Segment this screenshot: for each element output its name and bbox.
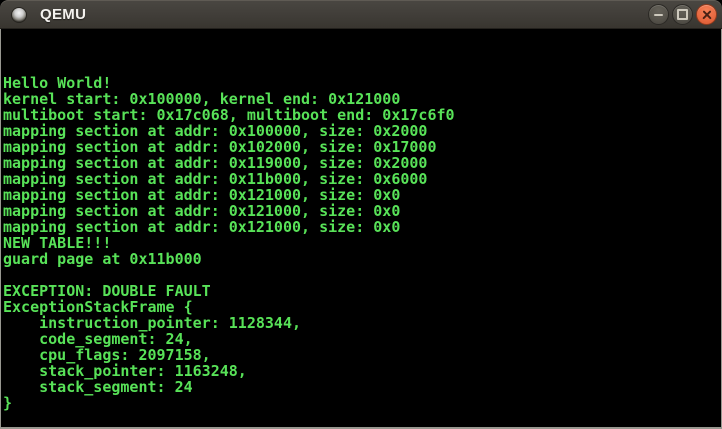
close-icon bbox=[701, 9, 712, 20]
terminal-line: mapping section at addr: 0x100000, size:… bbox=[3, 122, 428, 140]
terminal-line: code_segment: 24, bbox=[3, 330, 193, 348]
terminal-line: } bbox=[3, 394, 13, 412]
maximize-icon bbox=[677, 9, 688, 20]
terminal-line: mapping section at addr: 0x11b000, size:… bbox=[3, 170, 428, 188]
window-controls bbox=[648, 0, 717, 29]
window-title: QEMU bbox=[40, 6, 87, 23]
terminal-line: instruction_pointer: 1128344, bbox=[3, 314, 302, 332]
terminal-line: mapping section at addr: 0x121000, size:… bbox=[3, 218, 401, 236]
terminal-line bbox=[3, 267, 721, 283]
terminal-line: cpu_flags: 2097158, bbox=[3, 346, 211, 364]
terminal-output: Hello World! kernel start: 0x100000, kern… bbox=[1, 29, 721, 411]
minimize-button[interactable] bbox=[648, 4, 669, 25]
qemu-display[interactable]: Hello World! kernel start: 0x100000, kern… bbox=[0, 29, 722, 429]
terminal-line: Hello World! bbox=[3, 74, 112, 92]
terminal-line: guard page at 0x11b000 bbox=[3, 250, 202, 268]
titlebar[interactable]: QEMU bbox=[0, 0, 722, 29]
terminal-line: kernel start: 0x100000, kernel end: 0x12… bbox=[3, 90, 401, 108]
terminal-line: NEW TABLE!!! bbox=[3, 234, 112, 252]
terminal-line: mapping section at addr: 0x121000, size:… bbox=[3, 202, 401, 220]
terminal-line: multiboot start: 0x17c068, multiboot end… bbox=[3, 106, 455, 124]
terminal-line: stack_segment: 24 bbox=[3, 378, 193, 396]
terminal-line: ExceptionStackFrame { bbox=[3, 298, 193, 316]
minimize-icon bbox=[654, 13, 663, 16]
terminal-line: EXCEPTION: DOUBLE FAULT bbox=[3, 282, 211, 300]
terminal-line: mapping section at addr: 0x121000, size:… bbox=[3, 186, 401, 204]
qemu-app-icon bbox=[12, 7, 26, 22]
terminal-line: stack_pointer: 1163248, bbox=[3, 362, 247, 380]
maximize-button[interactable] bbox=[672, 4, 693, 25]
terminal-line: mapping section at addr: 0x102000, size:… bbox=[3, 138, 437, 156]
close-button[interactable] bbox=[696, 4, 717, 25]
terminal-line: mapping section at addr: 0x119000, size:… bbox=[3, 154, 428, 172]
